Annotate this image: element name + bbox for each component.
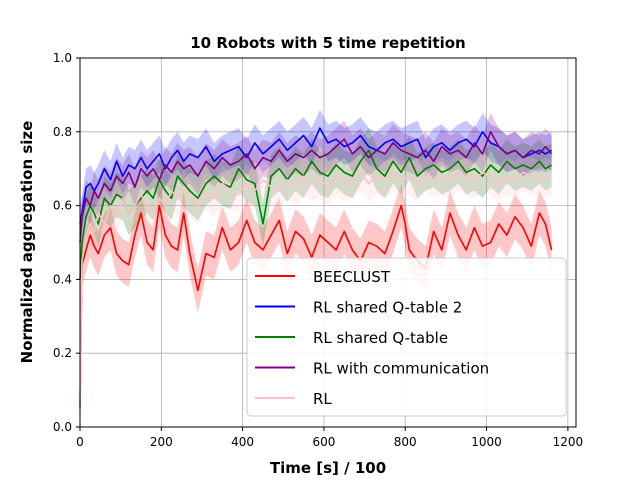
plot-frame (79, 57, 577, 428)
legend: BEECLUST RL shared Q-table 2 RL shared Q-t… (246, 257, 567, 417)
x-tick-label: 400 (231, 435, 254, 449)
grid (80, 58, 576, 427)
x-tick-label: 800 (394, 435, 417, 449)
x-tick-label: 0 (76, 435, 84, 449)
series-line (79, 204, 553, 409)
series-line (79, 127, 553, 225)
legend-label: RL shared Q-table 2 (313, 299, 462, 317)
y-tick-label: 1.0 (53, 51, 72, 65)
legend-label: RL (313, 390, 332, 408)
confidence-bands (80, 109, 552, 427)
legend-label: RL with communication (313, 360, 489, 378)
series-line (79, 171, 553, 409)
series-line (79, 131, 553, 243)
y-axis: 0.0 0.2 0.4 0.6 0.8 1.0 (53, 51, 80, 434)
x-tick-label: 200 (150, 435, 173, 449)
series-lines (79, 127, 553, 409)
x-axis-label: Time [s] / 100 (270, 459, 386, 477)
x-tick-label: 1200 (553, 435, 584, 449)
y-tick-label: 0.6 (53, 199, 72, 213)
y-tick-label: 0.4 (53, 272, 72, 286)
confidence-band (80, 183, 552, 427)
legend-label: RL shared Q-table (313, 329, 448, 347)
legend-box (246, 257, 567, 417)
x-tick-label: 600 (312, 435, 335, 449)
y-tick-label: 0.8 (53, 125, 72, 139)
confidence-band (80, 109, 552, 243)
y-tick-label: 0.0 (53, 420, 72, 434)
x-axis: 0 200 400 600 800 1000 1200 (76, 427, 583, 449)
chart-title: 10 Robots with 5 time repetition (190, 34, 465, 52)
confidence-band (80, 113, 552, 261)
legend-label: BEECLUST (313, 268, 391, 286)
y-tick-label: 0.2 (53, 346, 72, 360)
x-tick-label: 1000 (471, 435, 502, 449)
confidence-band (80, 128, 552, 302)
y-axis-label: Normalized aggregation size (18, 121, 36, 364)
confidence-band (80, 153, 552, 427)
